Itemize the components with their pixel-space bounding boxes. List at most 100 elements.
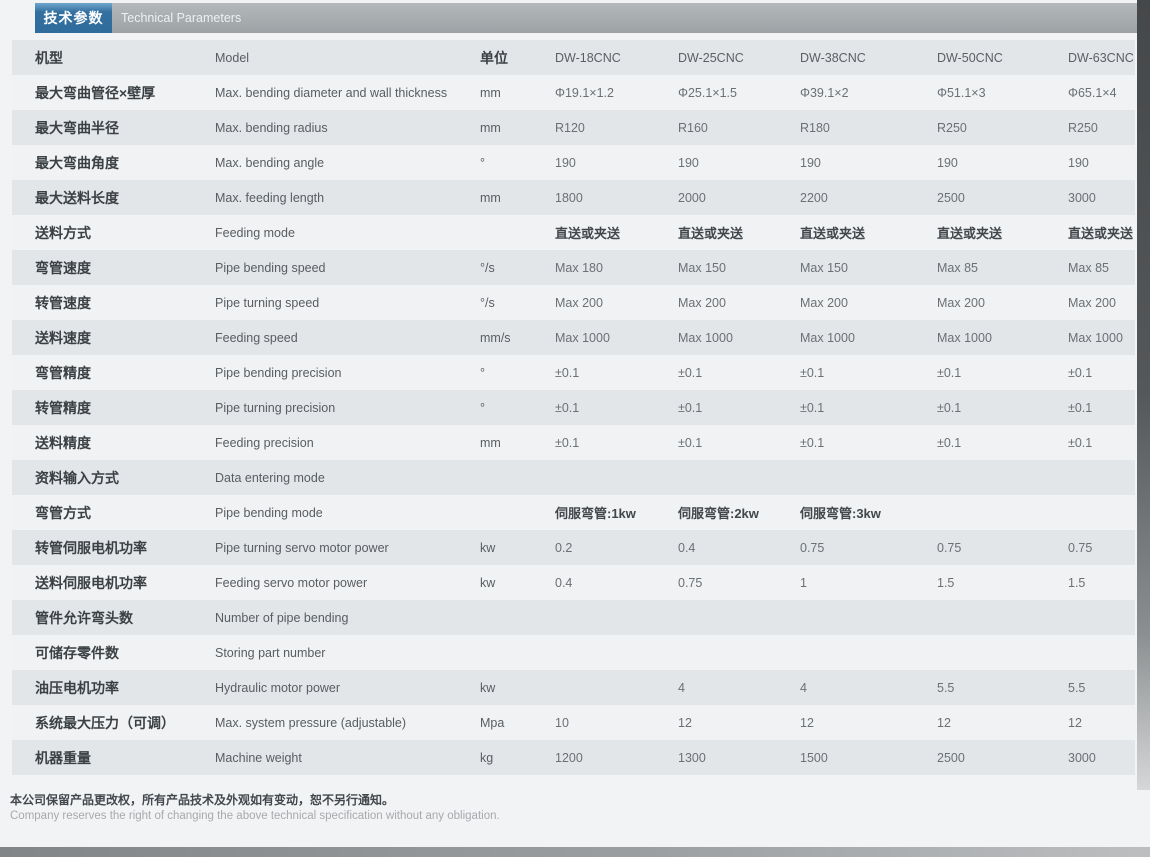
param-name-cn: 弯管精度 (35, 364, 91, 381)
param-value: 5.5 (1068, 680, 1086, 695)
param-value: 1300 (678, 750, 706, 765)
param-name-cn: 最大弯曲管径×壁厚 (35, 84, 156, 101)
param-value: ±0.1 (1068, 365, 1093, 380)
table-row: 油压电机功率 Hydraulic motor power kw 4 4 5.5 5.5 (12, 670, 1135, 705)
param-name-cn: 最大弯曲角度 (35, 154, 119, 171)
table-row: 弯管方式 Pipe bending mode 伺服弯管:1kw 伺服弯管:2kw 伺服弯… (12, 495, 1135, 530)
param-value: 0.75 (937, 540, 962, 555)
param-name-en: Hydraulic motor power (215, 680, 341, 695)
param-name-cn: 油压电机功率 (35, 679, 119, 696)
param-unit: mm (480, 435, 501, 450)
param-name-en: Max. bending angle (215, 155, 325, 170)
param-value: Φ25.1×1.5 (678, 85, 737, 100)
param-value: ±0.1 (555, 365, 580, 380)
param-name-en: Pipe turning speed (215, 295, 320, 310)
param-value: 1 (800, 575, 807, 590)
table-row: 最大弯曲半径 Max. bending radius mm R120 R160 R180 R… (12, 110, 1135, 145)
col-header-model-5: DW-63CNC (1068, 50, 1134, 65)
param-unit: mm (480, 85, 501, 100)
param-value: ±0.1 (1068, 400, 1093, 415)
param-value: 12 (678, 715, 692, 730)
param-value: ±0.1 (1068, 435, 1093, 450)
param-value: 伺服弯管:1kw (555, 506, 636, 521)
param-name-en: Pipe turning precision (215, 400, 336, 415)
param-value: 0.75 (678, 575, 703, 590)
table-row: 最大送料长度 Max. feeding length mm 1800 2000 2200 2… (12, 180, 1135, 215)
param-value: Max 200 (555, 295, 603, 310)
param-value: 190 (555, 155, 576, 170)
param-name-en: Feeding mode (215, 225, 295, 240)
table-row: 最大弯曲管径×壁厚 Max. bending diameter and wall … (12, 75, 1135, 110)
param-name-en: Pipe bending precision (215, 365, 342, 380)
param-value: Max 150 (678, 260, 726, 275)
param-name-cn: 最大送料长度 (35, 189, 119, 206)
param-name-en: Max. bending diameter and wall thickness (215, 85, 448, 100)
param-value: 2000 (678, 190, 706, 205)
param-value: 190 (800, 155, 821, 170)
param-value: Max 85 (1068, 260, 1109, 275)
param-name-cn: 转管速度 (35, 294, 91, 311)
param-name-cn: 送料速度 (35, 329, 91, 346)
param-value: 1500 (800, 750, 828, 765)
disclaimer-en: Company reserves the right of changing t… (10, 810, 500, 822)
col-header-model-4: DW-50CNC (937, 50, 1003, 65)
param-unit: kg (480, 750, 494, 765)
param-name-cn: 送料方式 (35, 224, 91, 241)
param-name-en: Max. feeding length (215, 190, 325, 205)
param-name-cn: 最大弯曲半径 (35, 119, 119, 136)
param-name-en: Pipe turning servo motor power (215, 540, 389, 555)
section-title-en: Technical Parameters (121, 11, 242, 25)
table-row: 送料精度 Feeding precision mm ±0.1 ±0.1 ±0.1 ±0.1 ±… (12, 425, 1135, 460)
param-name-cn: 资料输入方式 (35, 469, 119, 486)
param-value: Max 200 (678, 295, 726, 310)
param-unit: ° (480, 155, 485, 170)
col-header-model-cn: 机型 (35, 49, 63, 66)
param-value: Φ39.1×2 (800, 85, 849, 100)
param-name-en: Pipe bending mode (215, 505, 323, 520)
spec-table: 机型 Model 单位 DW-18CNC DW-25CNC DW-38CNC D… (12, 40, 1135, 775)
param-value: ±0.1 (678, 435, 703, 450)
col-header-unit: 单位 (480, 49, 508, 66)
param-value: Max 1000 (1068, 330, 1123, 345)
param-value: 2500 (937, 190, 965, 205)
param-unit: kw (480, 680, 496, 695)
param-value: ±0.1 (678, 400, 703, 415)
param-name-cn: 弯管速度 (35, 259, 91, 276)
param-unit: °/s (480, 295, 495, 310)
section-title-bar: Technical Parameters (112, 3, 1137, 33)
table-row: 送料速度 Feeding speed mm/s Max 1000 Max 1000 Max… (12, 320, 1135, 355)
param-value: 0.4 (678, 540, 696, 555)
param-value: 12 (1068, 715, 1082, 730)
param-value: Max 200 (800, 295, 848, 310)
param-value: 2200 (800, 190, 828, 205)
section-title-cn: 技术参数 (43, 10, 104, 26)
table-row: 送料伺服电机功率 Feeding servo motor power kw 0.4 0.… (12, 565, 1135, 600)
param-value: ±0.1 (555, 435, 580, 450)
param-value: 2500 (937, 750, 965, 765)
param-value: Max 1000 (678, 330, 733, 345)
param-value: Max 200 (1068, 295, 1116, 310)
param-value: 直送或夹送 (1068, 226, 1134, 241)
table-row: 可储存零件数 Storing part number (12, 635, 1135, 670)
page-edge-right (1137, 0, 1150, 790)
param-value: 3000 (1068, 750, 1096, 765)
param-name-en: Machine weight (215, 750, 302, 765)
table-row: 机器重量 Machine weight kg 1200 1300 1500 2500 3000 (12, 740, 1135, 775)
param-value: ±0.1 (937, 435, 962, 450)
param-name-en: Feeding speed (215, 330, 298, 345)
param-value: 12 (800, 715, 814, 730)
param-value: Φ51.1×3 (937, 85, 986, 100)
param-value: 12 (937, 715, 951, 730)
param-value: Max 200 (937, 295, 985, 310)
param-name-en: Max. system pressure (adjustable) (215, 715, 407, 730)
param-unit: ° (480, 400, 485, 415)
param-value: 5.5 (937, 680, 955, 695)
param-unit: kw (480, 540, 496, 555)
param-value: ±0.1 (800, 435, 825, 450)
param-value: Max 150 (800, 260, 848, 275)
param-value: 3000 (1068, 190, 1096, 205)
param-value: 190 (937, 155, 958, 170)
param-value: 10 (555, 715, 569, 730)
param-value: 4 (800, 680, 807, 695)
